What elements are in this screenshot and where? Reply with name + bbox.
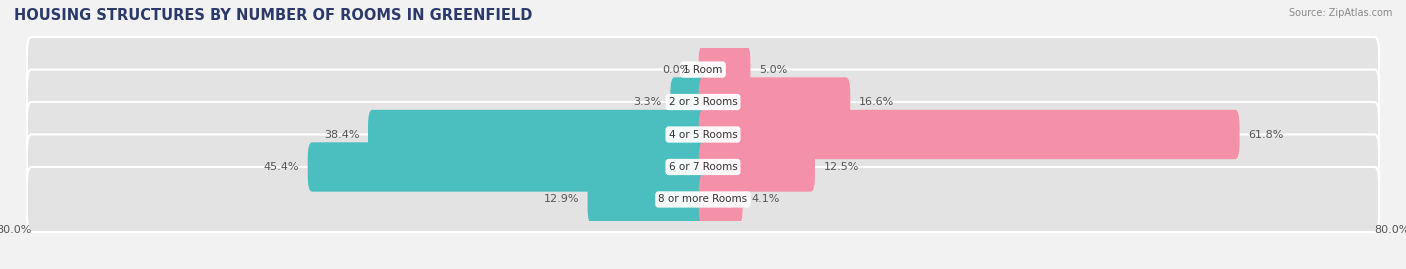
FancyBboxPatch shape (368, 110, 707, 159)
Text: 12.5%: 12.5% (824, 162, 859, 172)
Text: 1 Room: 1 Room (683, 65, 723, 75)
FancyBboxPatch shape (27, 37, 1379, 102)
FancyBboxPatch shape (699, 77, 851, 127)
FancyBboxPatch shape (27, 134, 1379, 200)
Text: 4.1%: 4.1% (751, 194, 779, 204)
FancyBboxPatch shape (27, 102, 1379, 167)
FancyBboxPatch shape (699, 110, 1240, 159)
FancyBboxPatch shape (699, 175, 742, 224)
Text: 4 or 5 Rooms: 4 or 5 Rooms (669, 129, 737, 140)
FancyBboxPatch shape (27, 167, 1379, 232)
FancyBboxPatch shape (699, 45, 751, 94)
Text: 61.8%: 61.8% (1249, 129, 1284, 140)
FancyBboxPatch shape (308, 142, 707, 192)
Text: HOUSING STRUCTURES BY NUMBER OF ROOMS IN GREENFIELD: HOUSING STRUCTURES BY NUMBER OF ROOMS IN… (14, 8, 533, 23)
Text: 2 or 3 Rooms: 2 or 3 Rooms (669, 97, 737, 107)
Text: 5.0%: 5.0% (759, 65, 787, 75)
FancyBboxPatch shape (588, 175, 707, 224)
Text: 12.9%: 12.9% (544, 194, 579, 204)
Text: 6 or 7 Rooms: 6 or 7 Rooms (669, 162, 737, 172)
FancyBboxPatch shape (699, 142, 815, 192)
Text: 8 or more Rooms: 8 or more Rooms (658, 194, 748, 204)
Text: 3.3%: 3.3% (634, 97, 662, 107)
Text: Source: ZipAtlas.com: Source: ZipAtlas.com (1288, 8, 1392, 18)
Text: 45.4%: 45.4% (263, 162, 299, 172)
Text: 0.0%: 0.0% (662, 65, 690, 75)
Text: 38.4%: 38.4% (323, 129, 360, 140)
FancyBboxPatch shape (671, 77, 707, 127)
Text: 16.6%: 16.6% (859, 97, 894, 107)
FancyBboxPatch shape (27, 69, 1379, 134)
